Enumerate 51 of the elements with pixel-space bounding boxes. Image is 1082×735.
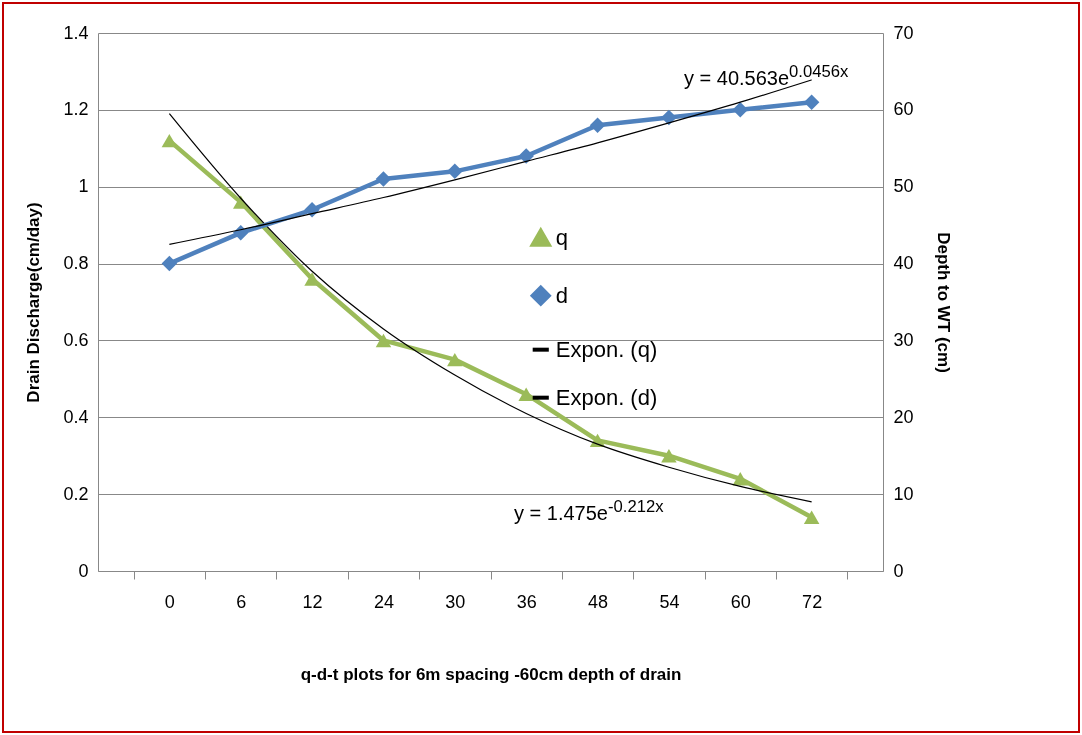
y-tick-label: 0.8	[63, 253, 89, 274]
y-tick-label: 1.2	[63, 99, 89, 120]
point	[732, 472, 749, 486]
x-tick-label: 48	[588, 591, 609, 612]
x-tick-label: 72	[802, 591, 823, 612]
y2-axis-title: Depth to WT (cm)	[933, 232, 953, 373]
y-axis-title: Drain Discharge(cm/day)	[24, 202, 44, 403]
x-tick-label: 36	[516, 591, 537, 612]
x-tick-label: 6	[236, 591, 247, 612]
legend-label: Expon. (q)	[555, 336, 658, 362]
point	[447, 163, 463, 180]
y-tick-label: 1	[78, 176, 89, 197]
point	[661, 109, 677, 126]
x-tick-label: 30	[445, 591, 466, 612]
y2-tick-label: 0	[893, 560, 904, 581]
y-tick-label: 1.4	[63, 22, 89, 43]
y2-tick-label: 50	[893, 176, 914, 197]
point	[304, 202, 320, 218]
x-tick-label: 54	[659, 591, 680, 612]
annotation: y = 40.563e$^{0.0456x}$	[684, 62, 849, 90]
point	[518, 148, 534, 164]
y2-tick-label: 20	[893, 406, 914, 427]
x-tick-label: 0	[164, 591, 175, 612]
legend-label: q	[555, 224, 568, 250]
point	[518, 387, 534, 401]
legend-label: d	[555, 282, 568, 308]
point	[161, 255, 178, 272]
point	[661, 449, 677, 463]
point	[732, 102, 749, 118]
point	[375, 333, 392, 348]
point	[232, 225, 249, 241]
y-tick-label: 0	[78, 560, 89, 581]
annotation: y = 1.475e$^{-0.212x}$	[514, 497, 664, 525]
y2-tick-label: 40	[893, 253, 914, 274]
point	[803, 94, 820, 110]
legend-label: Expon. (d)	[555, 384, 658, 410]
y2-tick-label: 70	[893, 22, 914, 43]
y2-tick-label: 30	[893, 329, 914, 350]
y-tick-label: 0.2	[63, 483, 89, 504]
x-tick-label: 60	[730, 591, 751, 612]
point	[589, 117, 606, 133]
y-tick-label: 0.6	[63, 329, 89, 350]
point	[375, 171, 392, 187]
x-tick-label: 24	[373, 591, 394, 612]
y-tick-label: 0.4	[63, 406, 89, 427]
x-tick-label: 12	[302, 591, 323, 612]
y2-tick-label: 10	[893, 483, 914, 504]
y2-tick-label: 60	[893, 99, 914, 120]
point	[803, 510, 820, 524]
point	[447, 352, 463, 367]
x-axis-title: q-d-t plots for 6m spacing -60cm depth of drain	[300, 664, 682, 684]
